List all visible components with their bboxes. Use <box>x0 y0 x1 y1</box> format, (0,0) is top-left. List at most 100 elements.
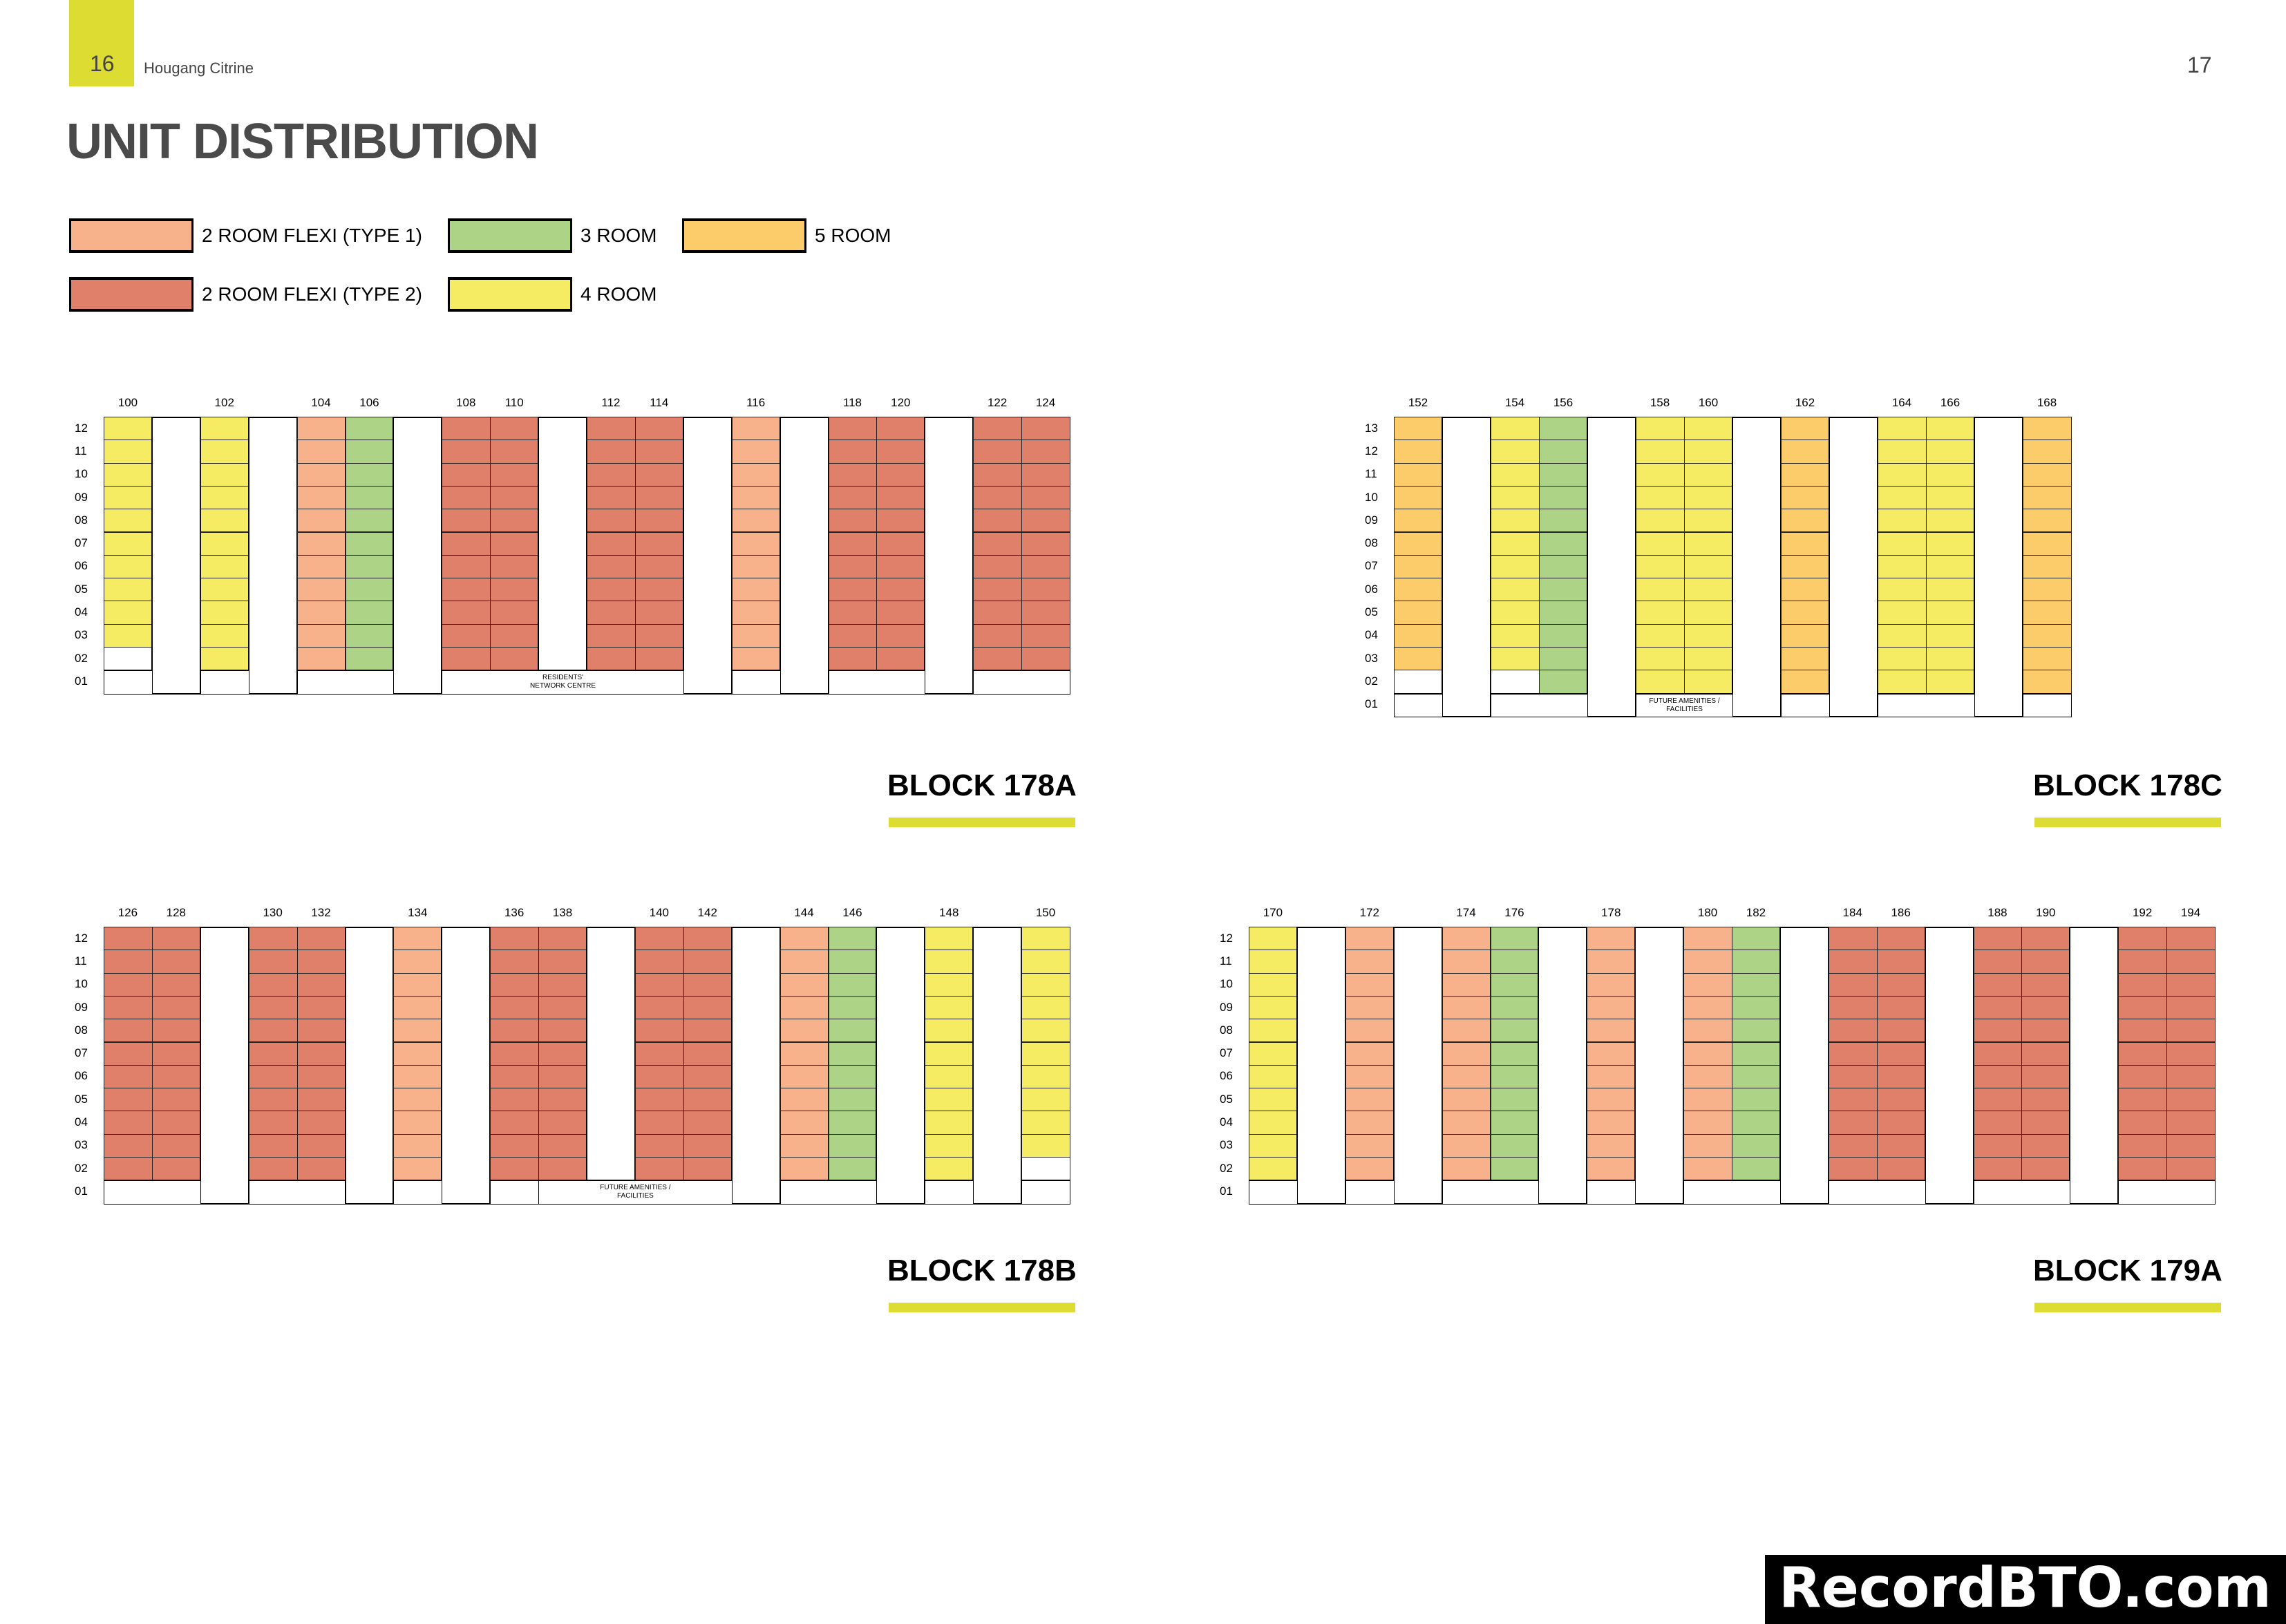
unit-cell[interactable] <box>876 417 926 441</box>
unit-cell[interactable] <box>1021 440 1070 464</box>
unit-cell[interactable] <box>1491 531 1540 556</box>
unit-cell[interactable] <box>104 554 153 579</box>
unit-cell[interactable] <box>1490 1041 1540 1066</box>
unit-cell[interactable] <box>442 554 491 579</box>
unit-cell[interactable] <box>1636 647 1685 671</box>
unit-cell[interactable] <box>876 554 926 579</box>
unit-cell[interactable] <box>1973 1111 2023 1135</box>
unit-cell[interactable] <box>1684 509 1733 533</box>
unit-cell[interactable] <box>1249 950 1298 974</box>
unit-cell[interactable] <box>248 927 298 951</box>
unit-cell[interactable] <box>1442 972 1491 997</box>
unit-cell[interactable] <box>587 440 636 464</box>
unit-cell[interactable] <box>1021 462 1070 487</box>
unit-cell[interactable] <box>2166 972 2216 997</box>
unit-cell[interactable] <box>248 972 298 997</box>
unit-cell[interactable] <box>104 1133 153 1158</box>
unit-cell[interactable] <box>683 1133 733 1158</box>
unit-cell[interactable] <box>1683 1133 1732 1158</box>
unit-cell[interactable] <box>2023 670 2072 694</box>
unit-cell[interactable] <box>634 995 684 1020</box>
unit-cell[interactable] <box>1732 1041 1781 1066</box>
unit-cell[interactable] <box>1878 601 1927 625</box>
unit-cell[interactable] <box>1926 578 1975 602</box>
unit-cell[interactable] <box>1491 647 1540 671</box>
unit-cell[interactable] <box>634 578 684 602</box>
unit-cell[interactable] <box>1490 1064 1540 1089</box>
unit-cell[interactable] <box>828 531 878 556</box>
unit-cell[interactable] <box>1587 950 1636 974</box>
unit-cell[interactable] <box>200 485 249 510</box>
unit-cell[interactable] <box>1973 1019 2023 1043</box>
unit-cell[interactable] <box>1490 1111 1540 1135</box>
unit-cell[interactable] <box>2118 1157 2168 1181</box>
unit-cell[interactable] <box>1684 554 1733 579</box>
unit-cell[interactable] <box>828 1041 878 1066</box>
unit-cell[interactable] <box>1732 1019 1781 1043</box>
unit-cell[interactable] <box>393 1111 443 1135</box>
unit-cell[interactable] <box>973 485 1023 510</box>
unit-cell[interactable] <box>2023 601 2072 625</box>
unit-cell[interactable] <box>1684 670 1733 694</box>
unit-cell[interactable] <box>345 601 395 625</box>
unit-cell[interactable] <box>925 1111 974 1135</box>
unit-cell[interactable] <box>1973 1064 2023 1089</box>
unit-cell[interactable] <box>1876 1111 1926 1135</box>
unit-cell[interactable] <box>1587 1064 1636 1089</box>
unit-cell[interactable] <box>296 647 346 671</box>
unit-cell[interactable] <box>393 1019 443 1043</box>
unit-cell[interactable] <box>634 440 684 464</box>
unit-cell[interactable] <box>104 1064 153 1089</box>
unit-cell[interactable] <box>104 1157 153 1181</box>
unit-cell[interactable] <box>587 601 636 625</box>
unit-cell[interactable] <box>1684 440 1733 464</box>
unit-cell[interactable] <box>1490 995 1540 1020</box>
unit-cell[interactable] <box>345 509 395 533</box>
unit-cell[interactable] <box>2021 927 2071 951</box>
unit-cell[interactable] <box>296 1133 346 1158</box>
unit-cell[interactable] <box>1636 601 1685 625</box>
unit-cell[interactable] <box>828 417 878 441</box>
unit-cell[interactable] <box>1490 1019 1540 1043</box>
unit-cell[interactable] <box>1021 509 1070 533</box>
unit-cell[interactable] <box>2118 927 2168 951</box>
unit-cell[interactable] <box>2023 462 2072 487</box>
unit-cell[interactable] <box>1683 927 1732 951</box>
unit-cell[interactable] <box>683 995 733 1020</box>
unit-cell[interactable] <box>634 972 684 997</box>
unit-cell[interactable] <box>200 462 249 487</box>
unit-cell[interactable] <box>973 509 1023 533</box>
unit-cell[interactable] <box>1878 417 1927 441</box>
unit-cell[interactable] <box>248 1157 298 1181</box>
unit-cell[interactable] <box>1781 462 1830 487</box>
unit-cell[interactable] <box>1491 578 1540 602</box>
unit-cell[interactable] <box>1249 1111 1298 1135</box>
unit-cell[interactable] <box>1491 509 1540 533</box>
unit-cell[interactable] <box>634 950 684 974</box>
unit-cell[interactable] <box>104 485 153 510</box>
unit-cell[interactable] <box>1876 950 1926 974</box>
unit-cell[interactable] <box>151 950 201 974</box>
unit-cell[interactable] <box>1021 417 1070 441</box>
unit-cell[interactable] <box>538 1133 587 1158</box>
unit-cell[interactable] <box>1345 1157 1395 1181</box>
unit-cell[interactable] <box>1781 623 1830 648</box>
unit-cell[interactable] <box>490 440 540 464</box>
unit-cell[interactable] <box>1684 601 1733 625</box>
unit-cell[interactable] <box>1249 927 1298 951</box>
unit-cell[interactable] <box>876 647 926 671</box>
unit-cell[interactable] <box>1345 995 1395 1020</box>
unit-cell[interactable] <box>731 623 781 648</box>
unit-cell[interactable] <box>345 554 395 579</box>
unit-cell[interactable] <box>1021 995 1070 1020</box>
unit-cell[interactable] <box>1490 1157 1540 1181</box>
unit-cell[interactable] <box>973 601 1023 625</box>
unit-cell[interactable] <box>1732 1133 1781 1158</box>
unit-cell[interactable] <box>200 623 249 648</box>
unit-cell[interactable] <box>1926 440 1975 464</box>
unit-cell[interactable] <box>1442 1019 1491 1043</box>
unit-cell[interactable] <box>1828 1041 1878 1066</box>
unit-cell[interactable] <box>1587 1133 1636 1158</box>
unit-cell[interactable] <box>683 1088 733 1112</box>
unit-cell[interactable] <box>490 1064 540 1089</box>
